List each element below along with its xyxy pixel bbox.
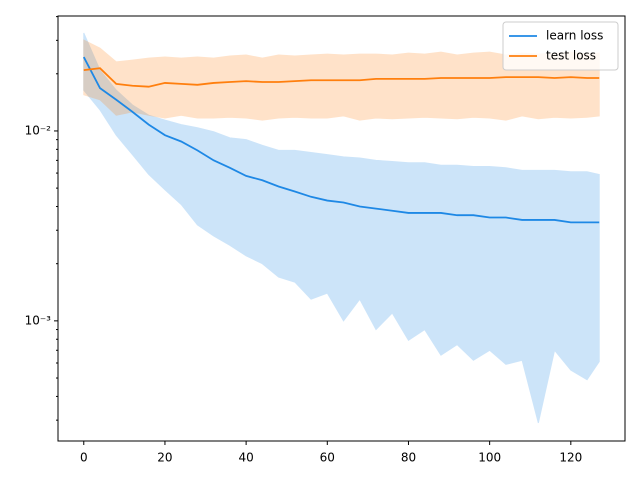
x-tick-label: 100: [478, 451, 501, 465]
x-tick-label: 40: [238, 451, 253, 465]
x-tick-label: 0: [80, 451, 88, 465]
legend-label: test loss: [546, 49, 596, 63]
y-tick-label: 10⁻³: [25, 313, 52, 327]
plot-frame: [57, 15, 626, 442]
legend-box: [502, 21, 619, 71]
x-tick-label: 20: [157, 451, 172, 465]
legend-label: learn loss: [546, 29, 603, 43]
series-line: [83, 67, 600, 88]
series-line: [82, 56, 600, 224]
x-tick-label: 120: [559, 451, 582, 465]
error-band: [83, 32, 600, 424]
x-tick-label: 60: [320, 451, 335, 465]
y-tick-label: 10⁻²: [25, 123, 52, 137]
x-tick-label: 80: [401, 451, 416, 465]
